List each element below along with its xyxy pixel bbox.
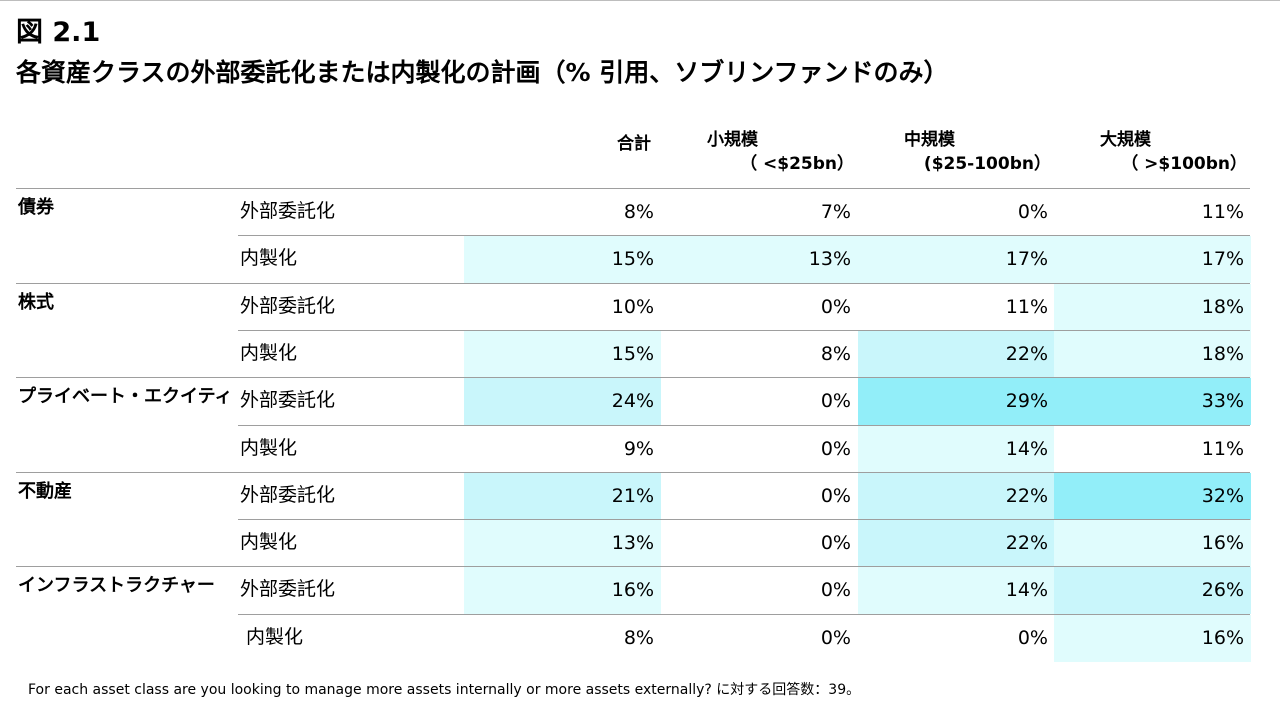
table-cell: 0%: [661, 425, 858, 473]
table-cell: 7%: [661, 189, 858, 236]
table-cell: 22%: [858, 330, 1055, 378]
table-cell: 29%: [858, 378, 1055, 426]
plan-label: 内製化: [240, 436, 298, 459]
table-cell: 8%: [464, 614, 661, 662]
row-rule: [16, 566, 1250, 568]
row-rule: [238, 424, 1250, 426]
column-header-range: （ <$25bn）: [740, 154, 854, 174]
table-cell: 0%: [661, 472, 858, 520]
table-cell: 18%: [1054, 330, 1251, 378]
table-cell: 9%: [464, 425, 661, 473]
table-cell: 11%: [1054, 425, 1251, 473]
table-cell: 24%: [464, 378, 661, 426]
table-cell: 17%: [858, 236, 1055, 284]
column-header: 中規模: [904, 130, 955, 150]
asset-class-label: プライベート・エクイティ: [18, 386, 233, 408]
plan-label: 内製化: [240, 531, 298, 554]
table-cell: 15%: [464, 236, 661, 284]
table-cell: 13%: [464, 520, 661, 568]
table-cell: 14%: [858, 567, 1055, 615]
table-cell: 18%: [1054, 283, 1251, 331]
asset-class-label: 株式: [18, 291, 54, 313]
asset-class-label: 不動産: [18, 480, 72, 502]
table-cell: 33%: [1054, 378, 1251, 426]
table-cell: 0%: [661, 614, 858, 662]
table-cell: 22%: [858, 472, 1055, 520]
table-cell: 13%: [661, 236, 858, 284]
table-cell: 0%: [858, 189, 1055, 236]
plan-label: 外部委託化: [240, 294, 336, 317]
column-header-range: ($25-100bn）: [923, 154, 1051, 174]
plan-label: 内製化: [240, 247, 298, 270]
plan-label: 内製化: [240, 341, 298, 364]
top-rule: [0, 0, 1280, 1]
column-header-range: （ >$100bn）: [1121, 154, 1247, 174]
table-cell: 26%: [1054, 567, 1251, 615]
table-cell: 0%: [661, 378, 858, 426]
plan-label: 内製化: [246, 625, 304, 648]
table-cell: 15%: [464, 330, 661, 378]
column-header: 大規模: [1100, 130, 1151, 150]
table-cell: 16%: [1054, 520, 1251, 568]
row-rule: [238, 235, 1250, 237]
table-cell: 22%: [858, 520, 1055, 568]
asset-class-label: 債券: [18, 197, 54, 218]
table-cell: 10%: [464, 283, 661, 331]
table-cell: 0%: [858, 614, 1055, 662]
row-rule: [238, 329, 1250, 331]
row-rule: [16, 282, 1250, 284]
row-rule: [238, 613, 1250, 615]
plan-label: 外部委託化: [240, 200, 336, 222]
figure-label: 図 2.1: [16, 17, 101, 48]
table-cell: 14%: [858, 425, 1055, 473]
table-cell: 0%: [661, 283, 858, 331]
header-rule: [16, 188, 1250, 189]
table-cell: 16%: [1054, 614, 1251, 662]
table-cell: 21%: [464, 472, 661, 520]
asset-class-label: インフラストラクチャー: [18, 575, 215, 597]
plan-label: 外部委託化: [240, 483, 336, 506]
plan-label: 外部委託化: [240, 389, 336, 412]
table-cell: 17%: [1054, 236, 1251, 284]
table-cell: 8%: [661, 330, 858, 378]
row-rule: [16, 377, 1250, 379]
row-rule: [16, 471, 1250, 473]
table-cell: 11%: [1054, 189, 1251, 236]
plan-label: 外部委託化: [240, 578, 336, 601]
table-cell: 8%: [464, 189, 661, 236]
row-rule: [238, 519, 1250, 521]
chart-title: 各資産クラスの外部委託化または内製化の計画（% 引用、ソブリンファンドのみ）: [16, 58, 949, 87]
table-cell: 0%: [661, 520, 858, 568]
table-cell: 11%: [858, 283, 1055, 331]
table-cell: 16%: [464, 567, 661, 615]
footnote: For each asset class are you looking to …: [28, 682, 861, 698]
column-header: 合計: [617, 134, 651, 154]
table-cell: 32%: [1054, 472, 1251, 520]
table-cell: 0%: [661, 567, 858, 615]
column-header: 小規模: [707, 130, 758, 150]
